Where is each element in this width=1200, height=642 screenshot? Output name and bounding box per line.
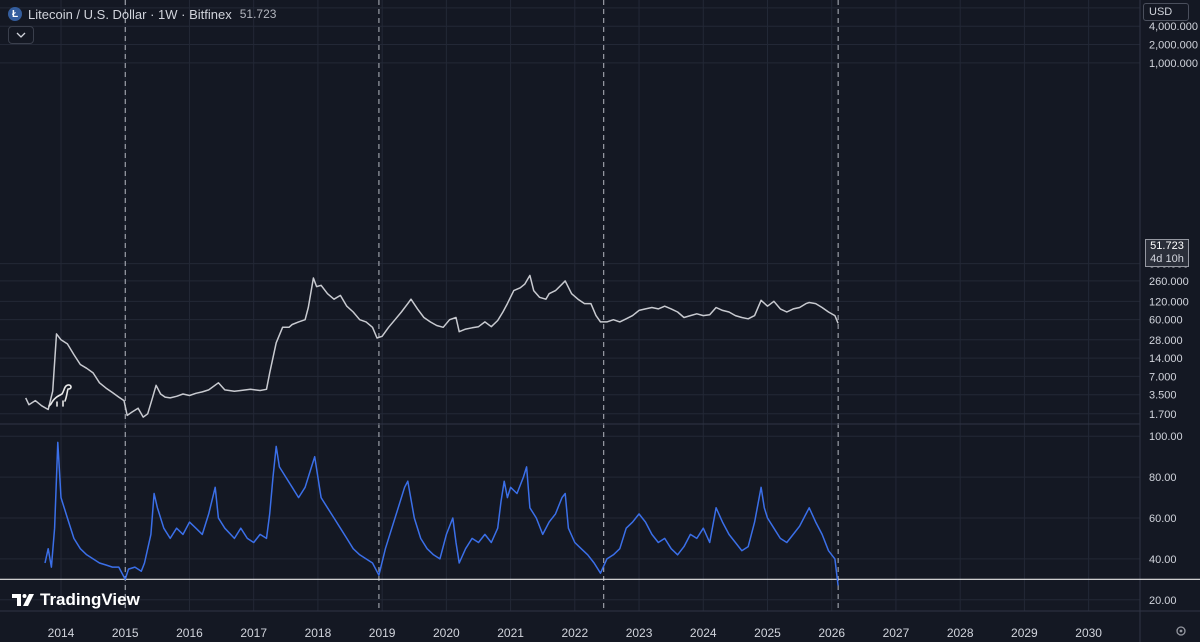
tradingview-wordmark: TradingView: [40, 590, 140, 609]
time-axis-tick-label: 2014: [48, 626, 75, 640]
price-axis-tick-label: 28.000: [1149, 335, 1183, 347]
price-axis-tick-label: 1,000.000: [1149, 58, 1198, 70]
price-axis-tick-label: 3.500: [1149, 390, 1177, 402]
collapse-legend-button[interactable]: [8, 26, 34, 44]
oscillator-axis-tick-label: 80.00: [1149, 472, 1177, 484]
oscillator-axis-tick-label: 20.00: [1149, 595, 1177, 607]
symbol-header: Ł Litecoin / U.S. Dollar · 1W · Bitfinex…: [8, 4, 276, 24]
price-series: [25, 274, 839, 418]
price-axis-tick-label: 60.000: [1149, 315, 1183, 327]
time-axis-tick-label: 2017: [240, 626, 267, 640]
time-axis-tick-label: 2028: [947, 626, 974, 640]
cycle-marker-lines: [124, 0, 839, 611]
price-tag-countdown: 4d 10h: [1150, 253, 1184, 265]
oscillator-axis-tick-label: 40.00: [1149, 554, 1177, 566]
time-axis-tick-label: 2030: [1075, 626, 1102, 640]
time-axis-tick-label: 2020: [433, 626, 460, 640]
oscillator-line: [44, 441, 839, 586]
price-axis-tick-label: 1.700: [1149, 409, 1177, 421]
price-axis-tick-label: 260.000: [1149, 276, 1189, 288]
oscillator-axis-tick-label: 60.00: [1149, 513, 1177, 525]
time-axis-tick-label: 2022: [561, 626, 588, 640]
oscillator-series: [44, 441, 839, 586]
oscillator-axis-tick-label: 100.00: [1149, 431, 1183, 443]
time-axis-tick-label: 2016: [176, 626, 203, 640]
price-tag-value: 51.723: [1150, 240, 1184, 252]
header-last-price: 51.723: [239, 7, 277, 21]
time-axis-tick-label: 2027: [883, 626, 910, 640]
dino-icon: [48, 384, 72, 407]
time-axis-tick-label: 2021: [497, 626, 524, 640]
time-axis-tick-label: 2019: [369, 626, 396, 640]
price-axis-tick-label: 120.000: [1149, 296, 1189, 308]
time-axis-tick-label: 2023: [626, 626, 653, 640]
grid-lines: [0, 0, 1140, 611]
tradingview-logo-icon: [12, 594, 34, 606]
tradingview-logo[interactable]: TradingView: [12, 590, 140, 610]
time-axis-tick-label: 2024: [690, 626, 717, 640]
settings-gear-icon[interactable]: [1176, 626, 1186, 636]
price-axis-tick-label: 7.000: [1149, 371, 1177, 383]
price-line: [25, 274, 839, 418]
oscillator-axis-labels: 100.00 80.00 60.00 40.00 20.00: [1149, 431, 1183, 607]
price-axis-tick-label: 14.000: [1149, 353, 1183, 365]
time-axis-tick-label: 2018: [305, 626, 332, 640]
time-axis-tick-label: 2025: [754, 626, 781, 640]
time-axis-tick-label: 2026: [818, 626, 845, 640]
time-axis-tick-label: 2029: [1011, 626, 1038, 640]
currency-button[interactable]: USD: [1143, 3, 1189, 21]
symbol-title[interactable]: Litecoin / U.S. Dollar · 1W · Bitfinex: [28, 6, 232, 22]
price-axis-tick-label: 4,000.000: [1149, 21, 1198, 33]
time-axis-labels: 2014 2015 2016 2017 2018 2019 2020 2021 2022 2023…: [48, 626, 1103, 640]
price-axis-tick-label: 2,000.000: [1149, 40, 1198, 52]
chevron-down-icon: [16, 32, 26, 38]
time-axis-tick-label: 2015: [112, 626, 139, 640]
last-price-tag: 51.723 4d 10h: [1145, 239, 1189, 267]
litecoin-icon: Ł: [8, 7, 22, 21]
